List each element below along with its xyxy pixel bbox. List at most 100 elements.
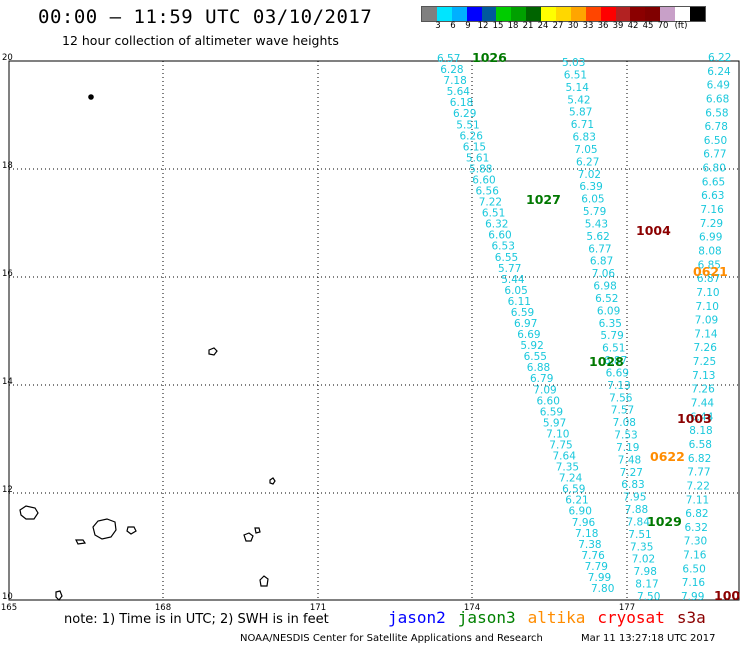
wave-height-label: 6.18	[450, 97, 473, 109]
orbit-number-label: 1028	[589, 354, 624, 369]
legend-swatch	[496, 7, 512, 21]
wave-height-label: 7.53	[614, 430, 637, 442]
legend-label: 39	[612, 21, 624, 31]
legend-label: 27	[552, 21, 564, 31]
wave-height-label: 7.18	[443, 75, 466, 87]
legend-swatch	[436, 7, 452, 21]
orbit-labels: 1026 1027 1004 0621 1028 1003 0622 1029 100	[472, 50, 740, 603]
wave-height-label: 6.82	[688, 453, 711, 465]
legend-swatch	[541, 7, 557, 21]
legend-swatch	[645, 7, 661, 21]
satellite-legend-item: jason3	[457, 608, 516, 627]
wave-height-label: 6.53	[492, 241, 515, 253]
wave-height-label: 7.64	[553, 451, 577, 463]
satellite-legend: jason2 jason3 altika cryosat s3a	[388, 608, 718, 627]
wave-height-label: 7.22	[687, 480, 710, 492]
wave-height-label: 6.65	[702, 176, 725, 188]
wave-height-label: 7.16	[683, 550, 707, 562]
wave-height-label: 5.64	[447, 86, 471, 98]
wave-height-label: 7.80	[591, 583, 614, 595]
generation-timestamp: Mar 11 13:27:18 UTC 2017	[581, 633, 716, 644]
wave-height-label: 6.28	[440, 64, 463, 76]
wave-height-label: 6.83	[573, 132, 596, 144]
wave-height-label: 7.99	[681, 591, 704, 603]
legend-swatch	[690, 7, 705, 21]
color-legend-bar	[421, 6, 706, 22]
legend-label: (ft)	[674, 21, 688, 31]
wave-height-label: 5.51	[456, 119, 479, 131]
satellite-legend-item: s3a	[676, 608, 706, 627]
wave-height-label: 6.51	[482, 208, 505, 220]
wave-track-b: 5.036.515.145.425.876.716.837.056.277.02…	[562, 57, 660, 603]
wave-height-label: 5.03	[562, 57, 585, 69]
island	[88, 94, 94, 100]
wave-height-label: 6.77	[588, 243, 611, 255]
wave-height-label: 7.19	[616, 442, 639, 454]
map-title: 00:00 – 11:59 UTC 03/10/2017	[38, 6, 373, 28]
wave-height-label: 6.32	[685, 522, 708, 534]
wave-height-label: 6.27	[576, 156, 599, 168]
wave-height-label: 8.08	[698, 246, 721, 258]
wave-height-label: 6.71	[571, 119, 594, 131]
legend-swatch	[451, 7, 467, 21]
wave-height-label: 6.44	[690, 411, 714, 423]
wave-height-label: 6.39	[579, 181, 602, 193]
wave-height-label: 6.78	[705, 121, 728, 133]
wave-height-label: 6.59	[562, 484, 585, 496]
wave-height-label: 6.21	[565, 495, 588, 507]
legend-swatch	[630, 7, 646, 21]
wave-height-label: 7.35	[630, 541, 653, 553]
longitude-tick-label: 174	[464, 603, 480, 613]
wave-height-label: 6.56	[476, 186, 500, 198]
legend-label: 21	[522, 21, 534, 31]
legend-label: 15	[492, 21, 504, 31]
island	[75, 539, 87, 545]
longitude-ticks: 165 168 171 174 177	[1, 603, 635, 613]
wave-height-label: 7.38	[578, 539, 601, 551]
wave-height-label: 7.13	[692, 370, 715, 382]
wave-height-label: 7.56	[609, 392, 633, 404]
island	[92, 518, 117, 540]
wave-height-label: 7.88	[625, 504, 648, 516]
wave-height-label: 5.97	[543, 417, 566, 429]
wave-height-label: 7.35	[556, 462, 579, 474]
wave-height-label: 7.10	[696, 301, 719, 313]
satellite-legend-item: cryosat	[597, 608, 665, 627]
legend-label: 6	[450, 21, 456, 31]
latitude-tick-label: 16	[2, 269, 13, 279]
wave-height-label: 6.83	[621, 479, 644, 491]
wave-height-label: 7.48	[618, 454, 641, 466]
orbit-number-label: 1004	[636, 223, 671, 238]
wave-height-label: 6.59	[511, 307, 534, 319]
legend-label: 30	[567, 21, 579, 31]
wave-height-label: 5.43	[585, 218, 608, 230]
wave-height-label: 6.69	[606, 368, 629, 380]
wave-height-label: 7.75	[549, 440, 572, 452]
legend-swatch	[570, 7, 586, 21]
wave-height-label: 7.96	[572, 517, 596, 529]
wave-height-label: 7.77	[687, 467, 710, 479]
color-legend-labels: 3 6 9 12 15 18 21 24 27 30 33 36 39 42 45 70 (ft)	[421, 21, 740, 33]
lat-lon-grid	[8, 60, 740, 601]
wave-height-label: 6.55	[524, 351, 547, 363]
legend-label: 3	[435, 21, 441, 31]
longitude-tick-label: 168	[155, 603, 171, 613]
wave-height-label: 6.50	[682, 563, 705, 575]
wave-height-label: 5.79	[583, 206, 606, 218]
wave-height-label: 5.62	[586, 231, 609, 243]
wave-height-label: 6.11	[508, 296, 531, 308]
wave-height-label: 7.16	[682, 577, 706, 589]
map-subtitle: 12 hour collection of altimeter wave hei…	[62, 33, 339, 48]
wave-height-label: 6.24	[707, 66, 731, 78]
longitude-tick-label: 177	[619, 603, 635, 613]
wave-height-label: 6.90	[569, 506, 592, 518]
islands	[19, 94, 276, 601]
wave-height-label: 5.87	[569, 107, 592, 119]
wave-height-label: 6.05	[581, 194, 604, 206]
wave-height-label: 6.87	[697, 273, 720, 285]
wave-height-label: 6.59	[540, 406, 563, 418]
wave-height-label: 6.22	[708, 52, 731, 64]
wave-height-label: 7.02	[578, 169, 601, 181]
wave-height-label: 5.14	[566, 82, 590, 94]
wave-height-label: 7.02	[632, 554, 655, 566]
